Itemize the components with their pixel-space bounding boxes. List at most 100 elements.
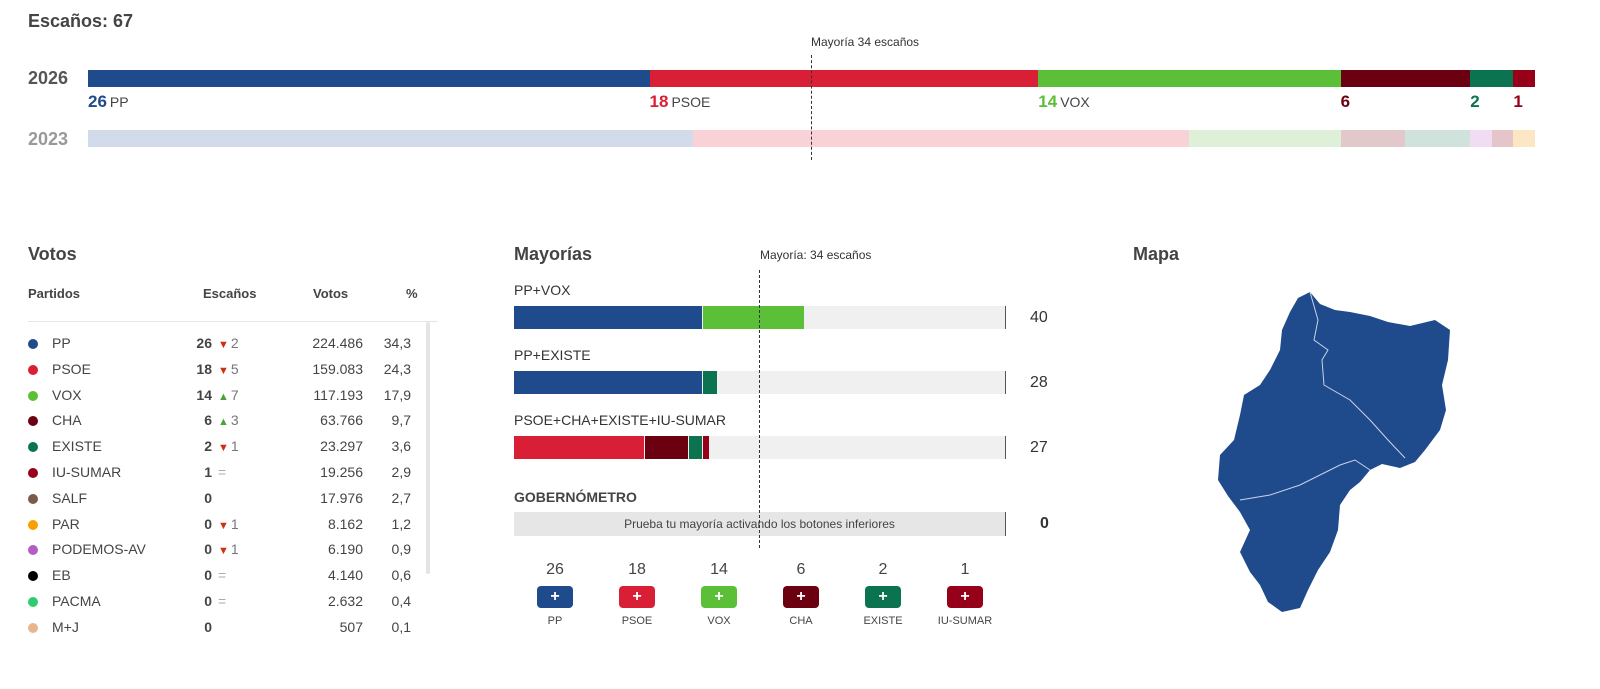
- aragon-map[interactable]: [1210, 290, 1460, 620]
- vote-count: 6.190: [327, 541, 363, 558]
- year-current: 2026: [28, 68, 69, 88]
- arrow-down-icon: ▼: [218, 442, 229, 455]
- seat-segment-psoe: [649, 70, 1039, 87]
- seat-count: 6: [204, 412, 212, 429]
- arrow-down-icon: ▼: [218, 364, 229, 377]
- seat-count: 0: [204, 618, 212, 635]
- table-row[interactable]: EB 0 4.140 0,6 =: [28, 564, 418, 588]
- table-row[interactable]: EXISTE 2 23.297 3,6 ▼ 1: [28, 435, 418, 459]
- seat-count: 14: [1038, 92, 1058, 111]
- table-row[interactable]: VOX 14 117.193 17,9 ▲ 7: [28, 384, 418, 408]
- party-dot-icon: [28, 390, 38, 401]
- change-value: 3: [230, 412, 239, 429]
- table-row[interactable]: PAR 0 8.162 1,2 ▼ 1: [28, 513, 418, 537]
- seat-count: 18: [196, 360, 212, 377]
- add-cha-button[interactable]: +: [783, 586, 819, 608]
- map-region-shape: [1218, 292, 1450, 612]
- seat-segment-2023: [88, 130, 693, 147]
- equal-icon: =: [218, 567, 227, 584]
- party-name: M+J: [52, 618, 79, 635]
- coalition-total: 40: [1030, 309, 1048, 326]
- vote-percent: 0,9: [391, 541, 411, 558]
- coalition-segment: [703, 306, 804, 329]
- seat-count: 0: [204, 515, 212, 532]
- button-party-label: VOX: [707, 615, 731, 627]
- equal-icon: =: [218, 464, 227, 480]
- divider: [28, 321, 438, 322]
- add-existe-button[interactable]: +: [865, 586, 901, 608]
- coalition-total: 28: [1030, 374, 1048, 391]
- vote-percent: 0,4: [391, 593, 411, 609]
- map-title: Mapa: [1133, 244, 1180, 264]
- seat-segment-2023: [1405, 130, 1471, 147]
- table-row[interactable]: IU-SUMAR 1 19.256 2,9 =: [28, 461, 418, 485]
- party-name: PAR: [52, 515, 80, 532]
- vote-percent: 0,1: [391, 618, 411, 635]
- table-row[interactable]: PSOE 18 159.083 24,3 ▼ 5: [28, 358, 418, 382]
- table-row[interactable]: PP 26 224.486 34,3 ▼ 2: [28, 332, 418, 356]
- vote-percent: 9,7: [391, 412, 411, 429]
- vote-count: 23.297: [320, 438, 363, 455]
- vote-percent: 2,7: [391, 489, 411, 506]
- seat-change: ▼ 1: [218, 541, 248, 557]
- vote-count: 507: [339, 618, 363, 635]
- seat-segment-2023: [1470, 130, 1492, 147]
- coalition-bar: [514, 306, 1006, 329]
- party-name: VOX: [52, 386, 82, 403]
- change-value: 5: [230, 360, 239, 377]
- seat-count: 6: [1340, 92, 1351, 111]
- seat-segment-vox: [1038, 70, 1341, 87]
- coalition-segment: [514, 436, 644, 459]
- table-row[interactable]: M+J 0 507 0,1: [28, 616, 418, 640]
- table-row[interactable]: CHA 6 63.766 9,7 ▲ 3: [28, 409, 418, 433]
- coalition-segment: [514, 306, 703, 329]
- table-row[interactable]: SALF 0 17.976 2,7: [28, 487, 418, 511]
- party-name: EB: [52, 567, 71, 584]
- party-dot-icon: [28, 519, 38, 530]
- party-dot-icon: [28, 416, 38, 427]
- party-name: IU-SUMAR: [52, 464, 122, 480]
- seat-label-cha: 6: [1341, 92, 1350, 112]
- button-party-label: PSOE: [621, 615, 653, 627]
- table-row[interactable]: PACMA 0 2.632 0,4 =: [28, 590, 418, 614]
- seat-count: 26: [88, 92, 107, 111]
- seat-count: 14: [196, 386, 212, 403]
- add-psoe-button[interactable]: +: [619, 586, 655, 608]
- party-dot-icon: [28, 622, 38, 633]
- party-name: PACMA: [52, 593, 101, 609]
- plus-icon: +: [714, 588, 724, 605]
- seat-count: 2: [1470, 92, 1480, 111]
- coalition-label: PSOE+CHA+EXISTE+IU-SUMAR: [514, 412, 727, 428]
- add-vox-button[interactable]: +: [701, 586, 737, 608]
- vote-count: 117.193: [313, 386, 363, 403]
- vote-percent: 34,3: [383, 335, 411, 351]
- scrollbar[interactable]: [426, 322, 430, 574]
- votes-title: Votos: [28, 244, 77, 264]
- seat-change: =: [218, 464, 248, 480]
- party-dot-icon: [28, 339, 38, 349]
- arrow-down-icon: ▼: [218, 339, 229, 351]
- seat-change: ▼ 1: [218, 438, 248, 454]
- province-border: [1239, 291, 1406, 501]
- seat-segment-2023: [692, 130, 1190, 147]
- vote-percent: 2,9: [391, 464, 411, 480]
- seat-change: ▼ 5: [218, 361, 248, 377]
- party-name: PODEMOS-AV: [52, 541, 146, 558]
- seat-segment-pp: [88, 70, 650, 87]
- seat-change: =: [218, 593, 248, 609]
- seat-segment-2023: [1491, 130, 1514, 147]
- seats-bar-2023: [88, 130, 1535, 147]
- vote-percent: 3,6: [391, 438, 411, 455]
- seat-count: 0: [204, 489, 212, 506]
- add-iu-sumar-button[interactable]: +: [947, 586, 983, 608]
- add-pp-button[interactable]: +: [537, 586, 573, 608]
- button-seat-count: 18: [628, 561, 646, 578]
- button-seat-count: 1: [960, 561, 970, 578]
- table-row[interactable]: PODEMOS-AV 0 6.190 0,9 ▼ 1: [28, 538, 418, 562]
- year-previous: 2023: [28, 129, 69, 149]
- change-value: 1: [230, 515, 239, 532]
- coalition-segment: [514, 371, 703, 394]
- button-party-label: EXISTE: [863, 615, 903, 627]
- party-dot-icon: [28, 545, 38, 556]
- majority-line: [811, 55, 812, 160]
